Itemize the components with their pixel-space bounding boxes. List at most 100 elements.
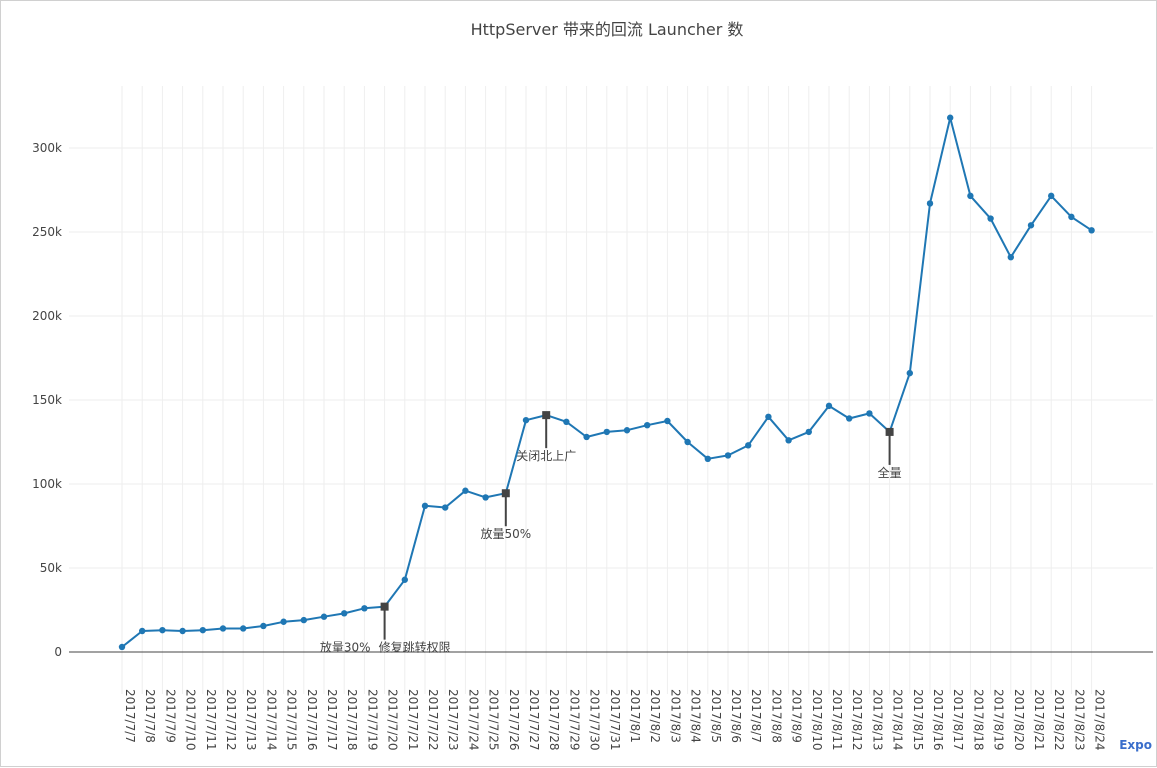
y-tick-label: 0 <box>54 645 62 659</box>
x-tick-label: 2017/7/13 <box>244 689 258 751</box>
data-point[interactable] <box>664 417 671 425</box>
x-tick-label: 2017/7/16 <box>305 689 319 751</box>
annotation-marker[interactable] <box>542 411 551 420</box>
x-tick-label: 2017/8/24 <box>1093 689 1107 751</box>
x-tick-label: 2017/7/15 <box>285 689 299 751</box>
data-point[interactable] <box>280 618 287 625</box>
x-tick-label: 2017/7/20 <box>386 689 400 751</box>
data-point[interactable] <box>603 428 610 436</box>
data-point[interactable] <box>825 402 833 410</box>
data-point[interactable] <box>320 613 328 620</box>
annotation-label: 全量 <box>878 465 902 480</box>
data-point[interactable] <box>765 413 772 420</box>
data-point[interactable] <box>967 192 974 200</box>
x-tick-label: 2017/7/11 <box>204 689 218 751</box>
data-point[interactable] <box>623 427 631 434</box>
data-point[interactable] <box>846 415 853 422</box>
data-point[interactable] <box>805 428 812 436</box>
data-point[interactable] <box>644 422 651 429</box>
data-point[interactable] <box>159 626 166 634</box>
x-tick-label: 2017/8/5 <box>709 689 723 743</box>
x-tick-label: 2017/7/25 <box>487 689 501 751</box>
x-axis-ticks: 2017/7/7 2017/7/8 2017/7/9 2017/7/10 2017/7/… <box>123 689 1107 751</box>
data-point[interactable] <box>361 605 368 612</box>
data-point[interactable] <box>866 410 873 417</box>
data-point[interactable] <box>745 442 752 449</box>
data-point[interactable] <box>300 616 307 624</box>
y-gridlines <box>69 147 1153 653</box>
data-point[interactable] <box>926 200 934 207</box>
x-tick-label: 2017/8/4 <box>689 689 703 743</box>
y-axis-ticks: 0 50k 100k 150k 200k 250k 300k <box>32 141 62 659</box>
data-point[interactable] <box>199 626 206 634</box>
annotation-label: 修复跳转权限 <box>379 640 451 655</box>
data-point[interactable] <box>583 433 590 441</box>
x-tick-label: 2017/7/28 <box>547 689 561 751</box>
annotation-marker[interactable] <box>501 489 510 498</box>
data-point[interactable] <box>522 416 530 424</box>
data-point[interactable] <box>219 625 227 632</box>
data-point[interactable] <box>1007 254 1014 261</box>
x-tick-label: 2017/7/24 <box>466 689 480 751</box>
x-tick-label: 2017/7/31 <box>608 689 622 751</box>
annotation-label: 放量30% <box>320 640 371 655</box>
data-point[interactable] <box>1088 227 1095 234</box>
x-tick-label: 2017/7/10 <box>184 689 198 751</box>
data-point[interactable] <box>906 369 913 377</box>
x-tick-label: 2017/7/14 <box>264 689 278 751</box>
x-tick-label: 2017/7/7 <box>123 689 137 743</box>
data-point[interactable] <box>724 452 732 459</box>
x-tick-label: 2017/8/9 <box>790 689 804 743</box>
x-tick-label: 2017/8/13 <box>870 689 884 751</box>
data-point[interactable] <box>341 610 348 617</box>
data-point[interactable] <box>260 622 267 630</box>
y-tick-label: 150k <box>32 393 62 407</box>
export-link[interactable]: Expo <box>1119 738 1152 752</box>
data-point[interactable] <box>704 455 711 462</box>
x-tick-label: 2017/7/26 <box>507 689 521 751</box>
data-point[interactable] <box>442 504 449 511</box>
annotation-marker[interactable] <box>885 427 894 436</box>
x-tick-label: 2017/7/12 <box>224 689 238 751</box>
y-tick-label: 250k <box>32 225 62 239</box>
x-tick-label: 2017/8/10 <box>810 689 824 751</box>
chart-title: HttpServer 带来的回流 Launcher 数 <box>471 20 744 39</box>
x-tick-label: 2017/7/18 <box>345 689 359 751</box>
x-tick-label: 2017/7/23 <box>446 689 460 751</box>
data-point[interactable] <box>139 627 146 635</box>
x-tick-label: 2017/7/21 <box>406 689 420 751</box>
x-tick-label: 2017/8/19 <box>992 689 1006 751</box>
x-tick-label: 2017/8/14 <box>891 689 905 751</box>
data-point[interactable] <box>401 576 408 583</box>
data-point[interactable] <box>1027 222 1035 229</box>
data-point[interactable] <box>179 627 186 635</box>
data-point[interactable] <box>482 494 489 501</box>
x-tick-label: 2017/8/2 <box>648 689 662 743</box>
x-tick-label: 2017/8/11 <box>830 689 844 751</box>
data-point[interactable] <box>987 215 994 222</box>
data-point[interactable] <box>785 437 792 444</box>
annotation-marker[interactable] <box>380 602 389 611</box>
x-tick-label: 2017/8/1 <box>628 689 642 743</box>
x-tick-label: 2017/8/22 <box>1052 689 1066 751</box>
data-point[interactable] <box>421 502 429 510</box>
data-point[interactable] <box>563 418 570 426</box>
data-point[interactable] <box>947 114 954 121</box>
x-tick-label: 2017/7/30 <box>588 689 602 751</box>
data-point[interactable] <box>1068 213 1075 221</box>
data-point[interactable] <box>462 487 469 494</box>
x-tick-label: 2017/8/3 <box>668 689 682 743</box>
data-point[interactable] <box>684 438 691 446</box>
y-tick-label: 50k <box>40 561 62 575</box>
data-point[interactable] <box>118 643 126 651</box>
data-point[interactable] <box>240 625 247 632</box>
x-tick-label: 2017/7/29 <box>567 689 581 751</box>
x-tick-label: 2017/8/6 <box>729 689 743 743</box>
data-point[interactable] <box>1048 192 1055 200</box>
annotation-label: 关闭北上广 <box>516 449 576 463</box>
x-tick-label: 2017/8/15 <box>911 689 925 751</box>
x-tick-label: 2017/7/9 <box>163 689 177 743</box>
x-tick-label: 2017/8/12 <box>850 689 864 751</box>
